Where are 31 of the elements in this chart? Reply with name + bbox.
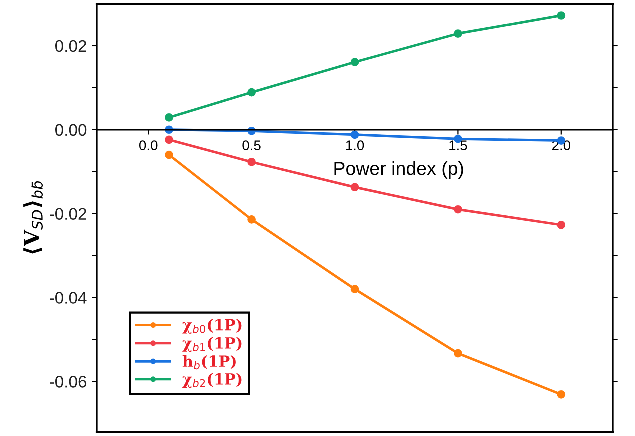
point xyxy=(350,285,360,294)
y-tick-label: 0.00 xyxy=(55,124,87,136)
point xyxy=(350,130,360,140)
point xyxy=(165,150,174,160)
legend-label: χ$_{b0}$(1P) xyxy=(182,318,242,334)
point xyxy=(350,183,360,192)
y-tick-label: -0.02 xyxy=(50,208,86,220)
x-tick-label: 0.5 xyxy=(242,140,261,150)
legend-label: h$_{b}$(1P) xyxy=(182,355,236,370)
x-tick-label: 1.5 xyxy=(450,140,468,150)
x-tick-label: 0.0 xyxy=(139,140,158,150)
point xyxy=(454,205,462,214)
point xyxy=(454,349,462,358)
y-tick-label: 0.02 xyxy=(55,40,86,52)
point xyxy=(248,158,256,166)
point xyxy=(557,390,566,399)
y-tick-label: -0.06 xyxy=(50,376,87,388)
point xyxy=(165,136,174,144)
point xyxy=(248,216,256,224)
y-tick-label: -0.04 xyxy=(50,292,87,304)
point xyxy=(454,30,462,38)
y-axis-title: ⟨V$_{SD}$⟩$_{bb̄}$ xyxy=(24,181,44,254)
x-axis-title: Power index (p) xyxy=(334,162,464,179)
point xyxy=(165,114,174,122)
point xyxy=(557,220,566,230)
legend-label: χ$_{b1}$(1P) xyxy=(182,337,242,352)
x-tick-label: 1.0 xyxy=(346,140,364,150)
point xyxy=(557,12,566,20)
legend-label: χ$_{b2}$(1P) xyxy=(182,373,242,388)
point xyxy=(248,88,256,97)
point xyxy=(350,58,360,66)
